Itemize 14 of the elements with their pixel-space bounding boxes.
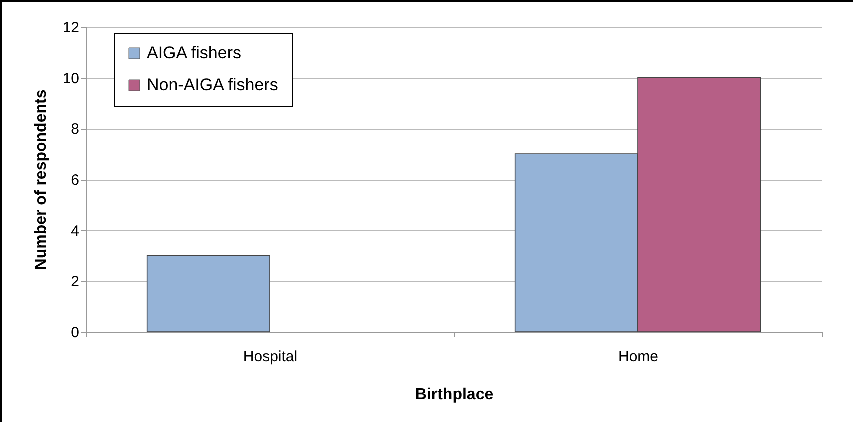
x-axis-title: Birthplace — [415, 386, 494, 404]
x-tick-label: Home — [618, 348, 659, 366]
y-tick-label: 10 — [62, 70, 80, 88]
y-tick-label: 4 — [71, 222, 80, 240]
legend-label: AIGA fishers — [147, 44, 242, 62]
x-tick-label: Hospital — [243, 348, 298, 366]
y-tick-label: 0 — [71, 324, 80, 342]
y-axis-title: Number of respondents — [32, 90, 50, 270]
y-tick-label: 2 — [71, 274, 80, 291]
y-tick-label: 12 — [62, 20, 80, 36]
y-tick-label: 6 — [71, 172, 80, 189]
bar — [146, 255, 270, 332]
legend-label: Non-AIGA fishers — [147, 76, 278, 94]
y-tick-label: 8 — [71, 121, 80, 138]
